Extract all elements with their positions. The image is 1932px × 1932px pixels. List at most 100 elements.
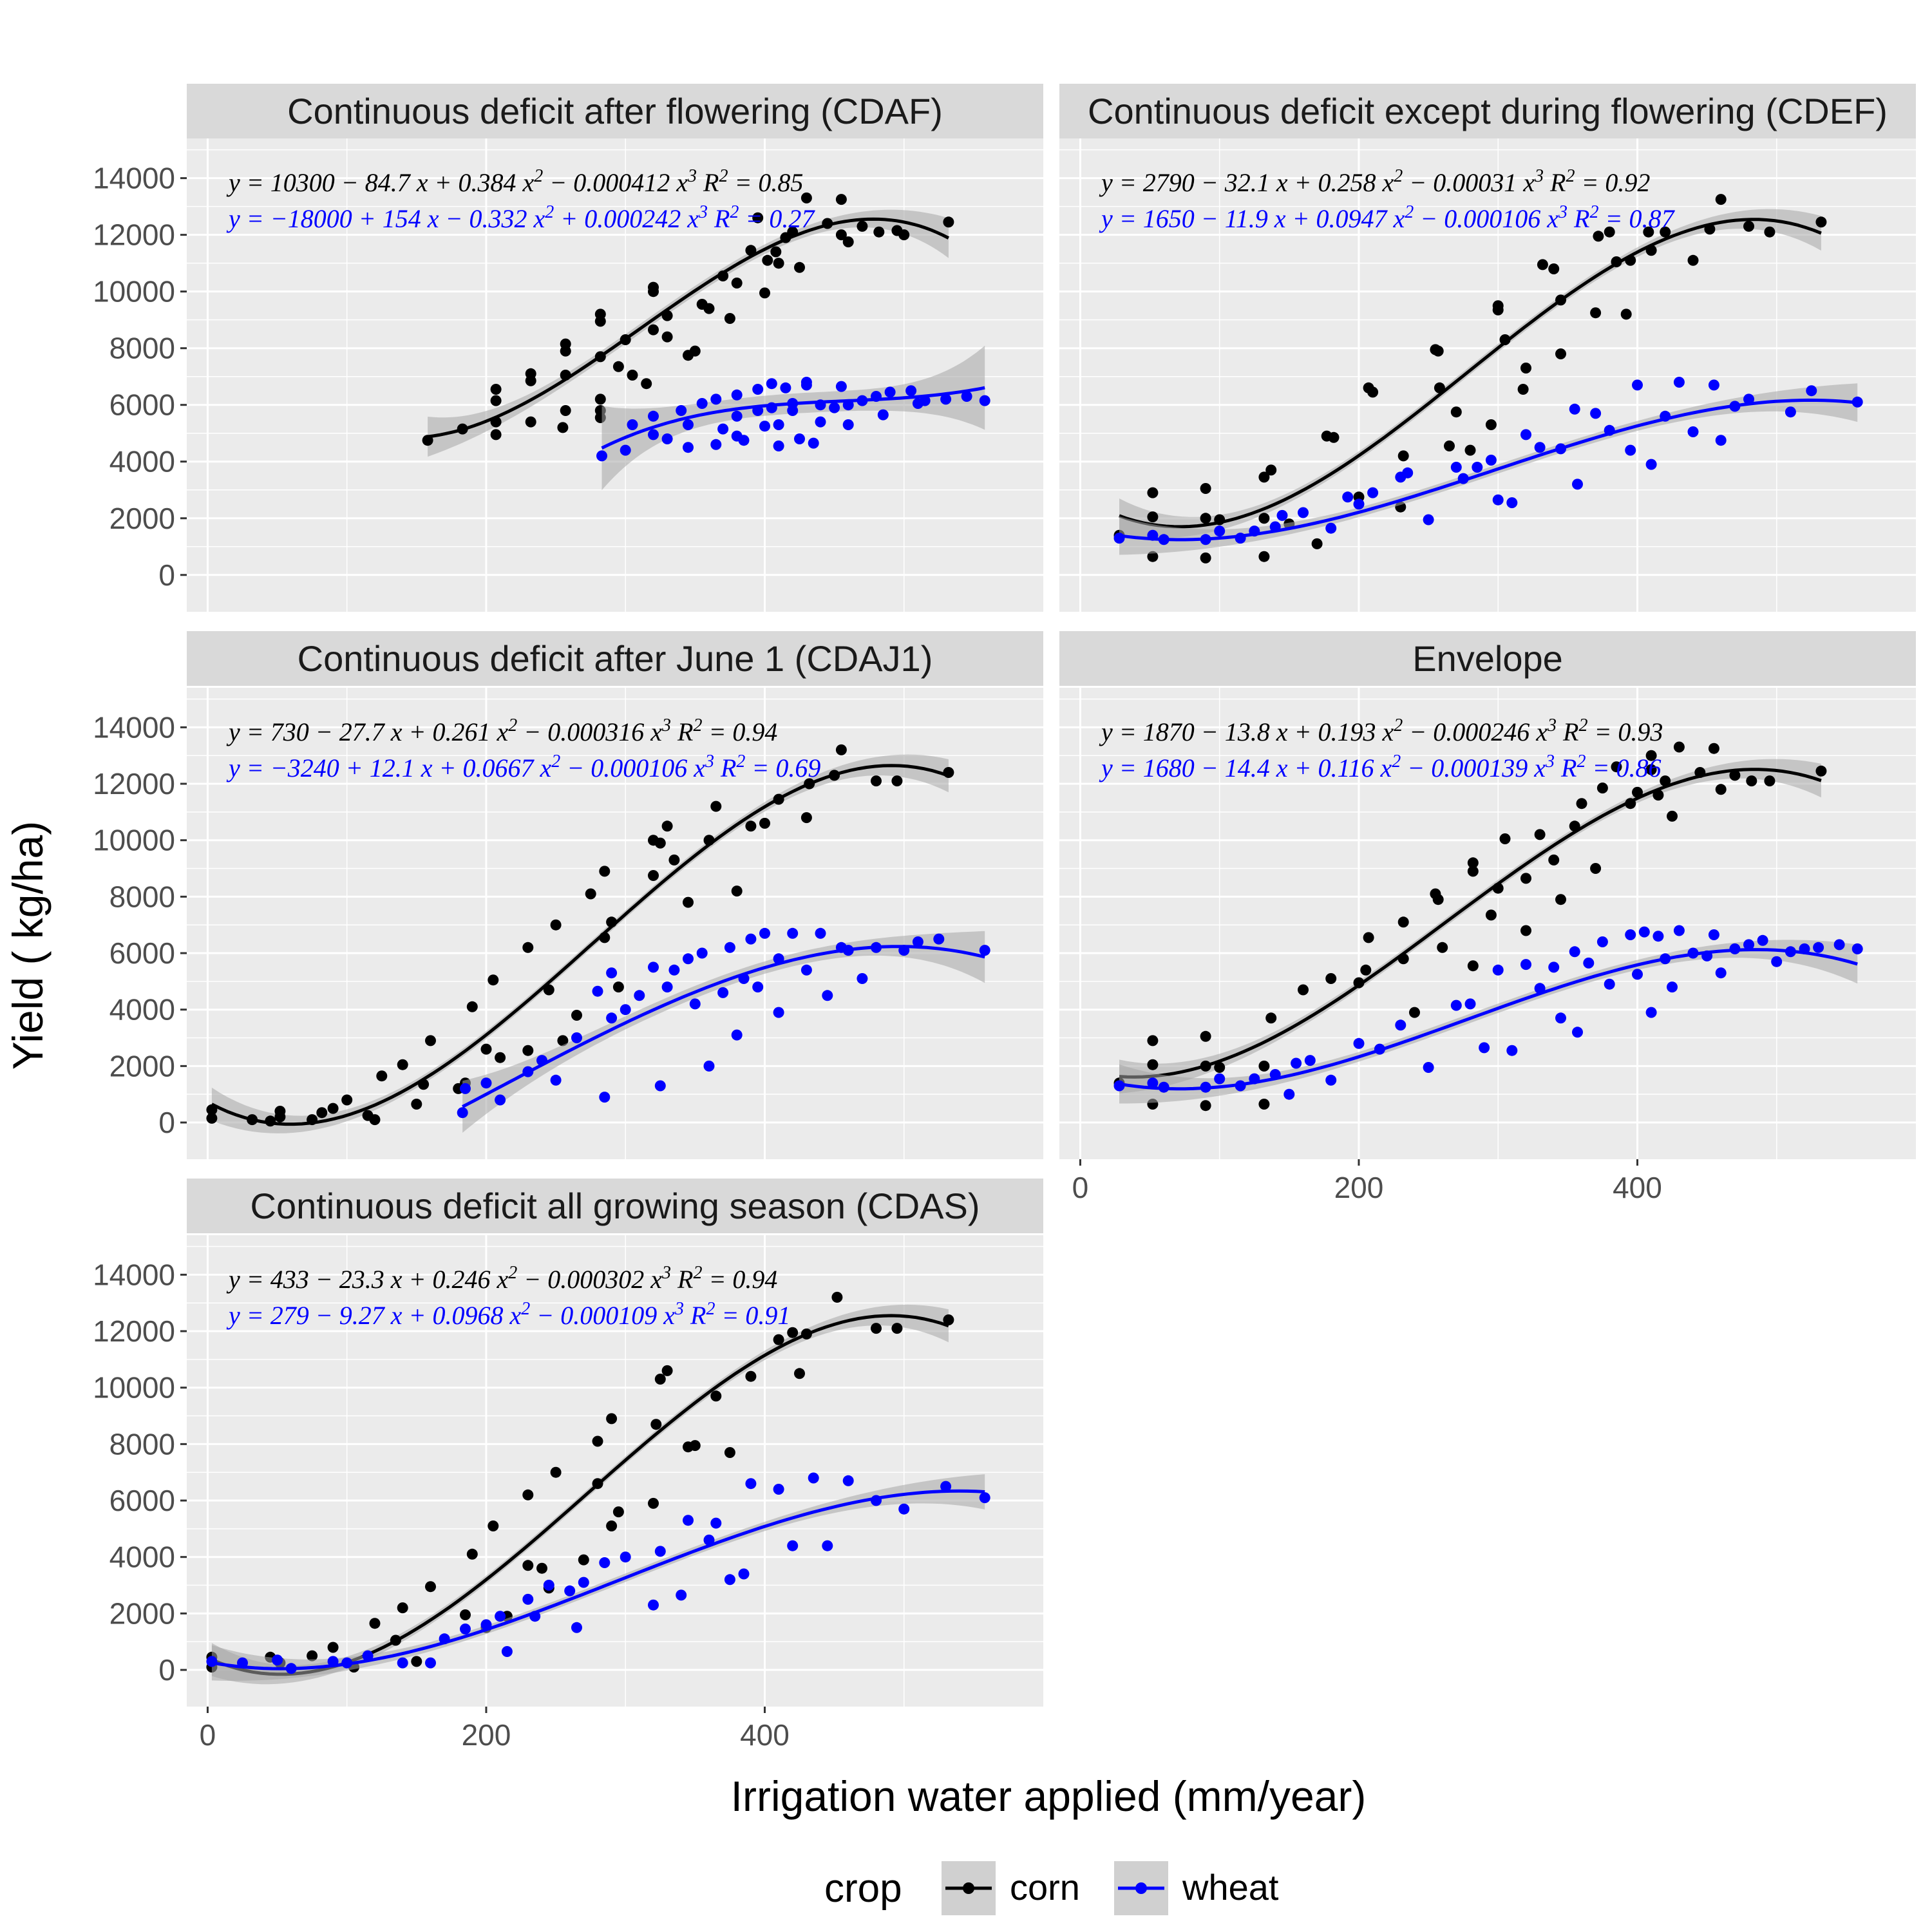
corn-data-point xyxy=(1590,307,1602,319)
wheat-data-point xyxy=(794,433,805,444)
corn-data-point xyxy=(800,192,812,204)
wheat-data-point xyxy=(620,1551,631,1563)
legend-label-wheat: wheat xyxy=(1182,1867,1279,1908)
wheat-data-point xyxy=(815,416,826,428)
corn-equation-label: y = 2790 − 32.1 x + 0.258 x2 − 0.00031 x… xyxy=(1099,166,1650,198)
wheat-data-point xyxy=(759,421,770,432)
corn-data-point xyxy=(661,1365,673,1376)
wheat-data-point xyxy=(884,386,896,398)
wheat-data-point xyxy=(1833,939,1845,951)
wheat-data-point xyxy=(822,990,833,1001)
corn-data-point xyxy=(1265,1012,1277,1024)
corn-data-point xyxy=(606,1413,618,1425)
wheat-data-point xyxy=(979,395,990,406)
facet-strip xyxy=(187,631,1043,686)
wheat-data-point xyxy=(710,439,722,450)
corn-data-point xyxy=(1258,1060,1270,1072)
wheat-fit-line xyxy=(462,945,985,1108)
corn-equation-label: y = 10300 − 84.7 x + 0.384 x2 − 0.000412… xyxy=(226,166,803,198)
wheat-data-point xyxy=(1771,956,1783,967)
corn-data-point xyxy=(1492,304,1504,316)
corn-data-point xyxy=(1325,973,1337,984)
wheat-data-point xyxy=(800,377,812,388)
corn-data-point xyxy=(369,1618,381,1629)
equation-part: + 0.000242 x xyxy=(554,204,699,233)
equation-part: 3 xyxy=(1558,202,1567,222)
corn-data-point xyxy=(1450,406,1462,418)
wheat-data-point xyxy=(571,1032,582,1043)
corn-data-point xyxy=(466,1001,478,1012)
corn-data-point xyxy=(480,1043,492,1055)
wheat-data-point xyxy=(668,964,680,976)
wheat-data-point xyxy=(1708,379,1719,391)
panel-plot-area xyxy=(422,192,990,491)
corn-data-point xyxy=(557,422,569,433)
wheat-data-point xyxy=(731,389,743,401)
wheat-data-point xyxy=(1214,1073,1226,1084)
corn-data-point xyxy=(1467,960,1479,972)
corn-data-point xyxy=(425,1035,436,1046)
equation-part: 2 xyxy=(719,166,728,186)
facet-strip xyxy=(1059,631,1916,686)
corn-data-point xyxy=(1645,750,1657,761)
wheat-data-point xyxy=(1298,507,1309,518)
wheat-data-point xyxy=(738,435,750,446)
wheat-data-point xyxy=(495,1611,506,1622)
equation-part: 2 xyxy=(1589,202,1598,222)
corn-data-point xyxy=(650,1419,662,1430)
corn-data-point xyxy=(943,216,954,228)
corn-data-point xyxy=(550,1466,562,1478)
corn-data-point xyxy=(606,1520,618,1531)
wheat-data-point xyxy=(571,1622,582,1633)
corn-data-point xyxy=(425,1581,436,1593)
corn-data-point xyxy=(341,1094,353,1106)
wheat-data-point xyxy=(272,1654,283,1666)
y-tick-label: 2000 xyxy=(109,502,175,535)
corn-data-point xyxy=(1200,1100,1211,1112)
corn-data-point xyxy=(1708,743,1719,754)
corn-data-point xyxy=(1604,226,1615,238)
legend-title: crop xyxy=(824,1866,902,1911)
corn-data-point xyxy=(557,1035,569,1046)
corn-data-point xyxy=(724,1447,735,1458)
corn-data-point xyxy=(745,1370,757,1382)
corn-data-point xyxy=(1645,764,1657,775)
wheat-confidence-band xyxy=(462,931,985,1133)
wheat-data-point xyxy=(857,973,868,984)
corn-data-point xyxy=(1620,308,1632,320)
wheat-data-point xyxy=(1813,942,1824,953)
equation-part: y = −3240 + 12.1 x + 0.0667 x xyxy=(226,753,551,782)
equation-part: 3 xyxy=(674,1299,684,1319)
legend-label-corn: corn xyxy=(1010,1867,1080,1908)
corn-data-point xyxy=(1548,263,1560,274)
wheat-data-point xyxy=(397,1657,408,1669)
corn-data-point xyxy=(1815,765,1827,777)
wheat-data-point xyxy=(961,391,972,402)
corn-data-point xyxy=(1660,775,1671,787)
wheat-data-point xyxy=(620,1004,631,1016)
y-tick-label: 10000 xyxy=(93,824,175,857)
corn-data-point xyxy=(641,378,652,390)
equation-part: − 0.000316 x xyxy=(517,717,662,746)
wheat-fit-line xyxy=(211,1489,985,1671)
corn-data-point xyxy=(943,1314,954,1325)
equation-part: − 0.000302 x xyxy=(517,1265,662,1294)
legend-key-wheat-point xyxy=(1135,1882,1147,1894)
corn-data-point xyxy=(206,1112,218,1124)
facet-panel: Continuous deficit except during floweri… xyxy=(1059,84,1916,612)
wheat-confidence-band xyxy=(1119,383,1858,555)
corn-data-point xyxy=(1673,741,1685,753)
wheat-data-point xyxy=(766,378,777,390)
corn-data-point xyxy=(668,854,680,866)
equation-part: 2 xyxy=(730,202,739,222)
wheat-data-point xyxy=(1667,981,1678,993)
wheat-data-point xyxy=(1673,925,1685,936)
equation-part: y = 730 − 27.7 x + 0.261 x xyxy=(226,717,508,746)
wheat-data-point xyxy=(1708,929,1719,940)
equation-part: y = 1870 − 13.8 x + 0.193 x xyxy=(1099,717,1394,746)
equation-part: 2 xyxy=(521,1299,530,1319)
wheat-data-point xyxy=(1423,514,1434,526)
corn-data-point xyxy=(1715,194,1727,205)
corn-data-point xyxy=(1537,259,1548,270)
wheat-data-point xyxy=(1353,498,1365,510)
